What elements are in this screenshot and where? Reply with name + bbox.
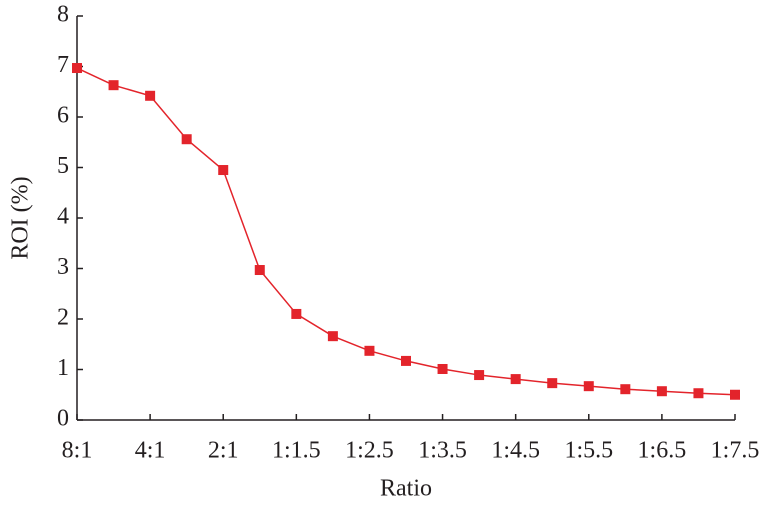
- data-point: [730, 389, 740, 400]
- x-tick-label: 8:1: [62, 438, 93, 464]
- data-point: [72, 63, 82, 74]
- data-point: [145, 90, 156, 101]
- x-tick-label: 1:3.5: [418, 438, 467, 464]
- y-tick-label: 8: [57, 2, 69, 28]
- data-point: [547, 378, 558, 389]
- data-point: [583, 381, 594, 392]
- y-tick-label: 3: [57, 254, 69, 280]
- data-point: [291, 308, 302, 319]
- data-point: [254, 265, 265, 276]
- data-line: [76, 67, 736, 396]
- x-tick-label: 1:4.5: [491, 438, 540, 464]
- y-tick-label: 7: [57, 52, 69, 78]
- data-point: [474, 370, 485, 381]
- data-point: [364, 345, 375, 356]
- x-tick-label: 1:1.5: [272, 438, 321, 464]
- y-tick-label: 1: [57, 355, 69, 381]
- x-tick-label: 1:7.5: [711, 438, 760, 464]
- data-point: [327, 331, 338, 342]
- data-point: [656, 386, 667, 397]
- x-tick-label: 1:5.5: [564, 438, 613, 464]
- data-point: [218, 165, 229, 176]
- y-tick-label: 6: [57, 103, 69, 129]
- data-point: [620, 384, 631, 395]
- data-point: [510, 374, 521, 385]
- y-tick-label: 5: [57, 153, 69, 179]
- y-tick-label: 0: [57, 406, 69, 432]
- y-axis-label: ROI (%): [8, 176, 34, 259]
- x-tick-label: 2:1: [208, 438, 239, 464]
- y-tick-label: 2: [57, 305, 69, 331]
- data-point: [181, 134, 192, 145]
- y-tick-label: 4: [57, 204, 69, 230]
- x-axis-label: Ratio: [380, 476, 432, 502]
- data-point: [401, 355, 411, 366]
- x-tick-label: 1:6.5: [638, 438, 687, 464]
- x-tick-label: 1:2.5: [345, 438, 394, 464]
- data-point: [108, 80, 119, 91]
- x-tick-label: 4:1: [135, 438, 166, 464]
- data-point: [693, 388, 704, 399]
- data-point: [437, 363, 448, 374]
